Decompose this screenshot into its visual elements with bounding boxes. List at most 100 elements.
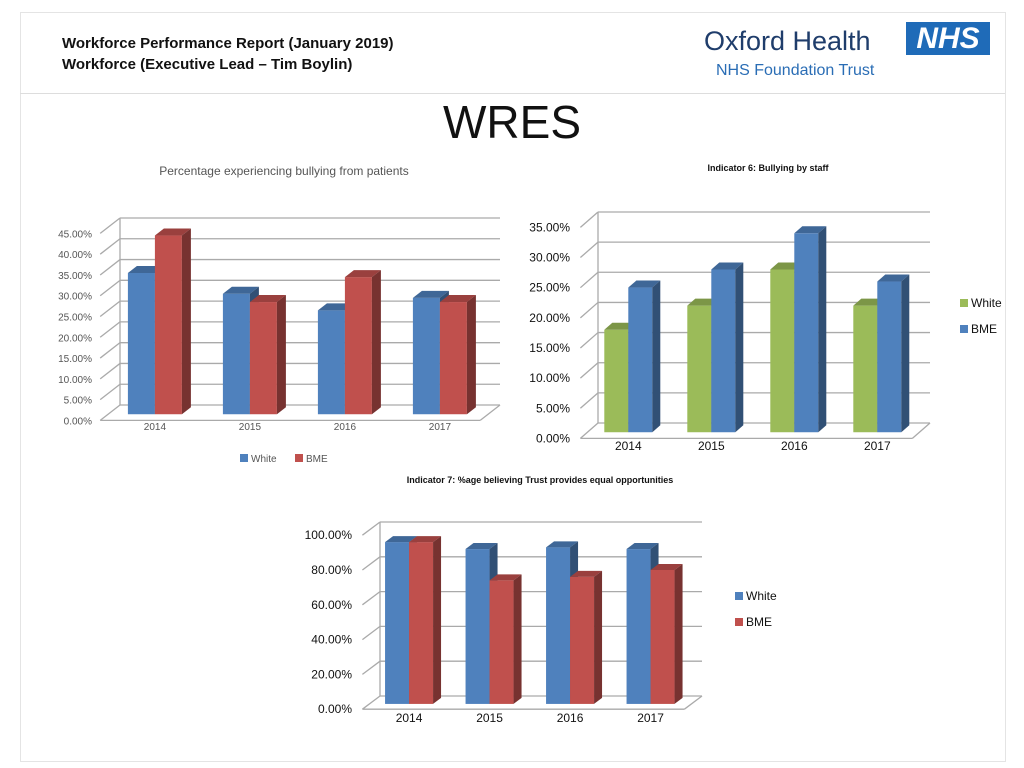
y-tick-label: 30.00% xyxy=(529,251,570,265)
gridline-depth xyxy=(362,660,381,675)
bar-side-bme-2015 xyxy=(276,295,286,415)
y-tick-label: 35.00% xyxy=(58,271,92,282)
x-tick-label: 2014 xyxy=(396,711,423,725)
bar-bme-2016 xyxy=(794,233,819,433)
bar-white-2017 xyxy=(626,549,651,704)
x-tick-label: 2017 xyxy=(864,439,891,453)
x-tick-label: 2015 xyxy=(476,711,503,725)
bar-top-bme-2014 xyxy=(409,536,442,543)
y-tick-label: 5.00% xyxy=(536,401,570,415)
chart-title: Indicator 7: %age believing Trust provid… xyxy=(407,475,674,485)
bar-white-2016 xyxy=(770,269,795,433)
bar-bme-2017 xyxy=(439,302,467,415)
x-tick-label: 2015 xyxy=(698,439,725,453)
header-divider xyxy=(20,93,1005,94)
bar-side-bme-2015 xyxy=(735,262,744,433)
bar-bme-2016 xyxy=(570,576,595,704)
gridline-depth xyxy=(99,362,121,380)
bar-side-bme-2017 xyxy=(674,563,683,704)
bar-top-bme-2016 xyxy=(570,570,603,577)
y-tick-label: 5.00% xyxy=(64,396,92,407)
gridline-depth xyxy=(362,556,381,571)
legend-swatch-bme xyxy=(735,618,743,626)
page-title: WRES xyxy=(443,96,581,148)
y-tick-label: 40.00% xyxy=(58,250,92,261)
gridline-depth xyxy=(579,362,599,379)
floor-side xyxy=(684,695,703,710)
report-subtitle: Workforce (Executive Lead – Tim Boylin) xyxy=(62,56,353,73)
y-tick-label: 20.00% xyxy=(529,311,570,325)
gridline-depth xyxy=(99,279,121,297)
bar-white-2015 xyxy=(465,549,490,704)
bar-top-bme-2016 xyxy=(794,226,827,234)
x-tick-label: 2017 xyxy=(637,711,664,725)
gridline-depth xyxy=(362,521,381,536)
bar-top-bme-2017 xyxy=(650,563,683,570)
y-tick-label: 10.00% xyxy=(58,375,92,386)
bar-side-bme-2017 xyxy=(901,274,910,433)
bar-bme-2014 xyxy=(154,235,182,415)
legend-label-bme: BME xyxy=(306,454,328,465)
bar-top-bme-2015 xyxy=(489,574,522,581)
gridline-depth xyxy=(99,404,121,421)
bar-top-white-2016 xyxy=(546,541,579,548)
legend-swatch-bme xyxy=(960,325,968,333)
y-tick-label: 60.00% xyxy=(311,598,352,612)
bar-side-bme-2016 xyxy=(371,270,381,415)
floor-side xyxy=(911,422,931,439)
gridline-depth xyxy=(579,392,599,409)
bar-top-bme-2015 xyxy=(711,262,744,270)
y-tick-label: 40.00% xyxy=(311,633,352,647)
legend-swatch-white xyxy=(960,299,968,307)
legend-swatch-white xyxy=(735,592,743,600)
y-tick-label: 45.00% xyxy=(58,229,92,240)
y-tick-label: 15.00% xyxy=(529,341,570,355)
gridline-depth xyxy=(99,342,121,359)
gridline-depth xyxy=(99,300,121,318)
bar-white-2014 xyxy=(604,329,629,433)
nhs-logo: NHS xyxy=(906,22,990,55)
bar-side-bme-2017 xyxy=(466,295,476,415)
bar-top-white-2015 xyxy=(465,543,498,550)
legend-label-white: White xyxy=(971,296,1002,310)
bar-side-bme-2014 xyxy=(433,536,442,704)
bar-bme-2015 xyxy=(249,302,277,415)
y-tick-label: 10.00% xyxy=(529,371,570,385)
x-tick-label: 2017 xyxy=(429,422,452,433)
floor-side xyxy=(479,404,501,421)
gridline-depth xyxy=(362,591,381,606)
x-tick-label: 2014 xyxy=(615,439,642,453)
bar-white-2017 xyxy=(412,297,440,415)
y-tick-label: 20.00% xyxy=(311,667,352,681)
legend-label-white: White xyxy=(251,454,277,465)
bar-side-bme-2015 xyxy=(513,574,522,704)
bar-side-bme-2014 xyxy=(652,280,661,433)
bar-top-bme-2016 xyxy=(344,270,381,278)
bar-bme-2014 xyxy=(409,542,434,704)
gridline-depth xyxy=(99,238,121,255)
chart-title: Indicator 6: Bullying by staff xyxy=(707,163,829,173)
bar-side-bme-2014 xyxy=(181,228,191,415)
bar-white-2014 xyxy=(385,542,410,704)
bar-bme-2017 xyxy=(650,569,675,704)
gridline-depth xyxy=(362,695,381,710)
legend-label-bme: BME xyxy=(971,322,997,336)
logo-sub: NHS Foundation Trust xyxy=(716,62,875,79)
legend-swatch-white xyxy=(240,454,248,462)
slide-frame xyxy=(20,12,1006,762)
gridline-depth xyxy=(99,217,121,234)
logo-org: Oxford Health xyxy=(704,26,871,56)
chart-title: Percentage experiencing bullying from pa… xyxy=(159,164,408,178)
bar-top-white-2017 xyxy=(412,290,449,298)
gridline-depth xyxy=(99,321,121,338)
bar-top-bme-2017 xyxy=(439,295,476,303)
legend-label-white: White xyxy=(746,589,777,603)
legend-label-bme: BME xyxy=(746,615,772,629)
report-title: Workforce Performance Report (January 20… xyxy=(62,35,394,52)
y-tick-label: 15.00% xyxy=(58,354,92,365)
gridline-depth xyxy=(99,383,121,401)
bar-bme-2014 xyxy=(628,287,653,433)
x-tick-label: 2016 xyxy=(557,711,584,725)
